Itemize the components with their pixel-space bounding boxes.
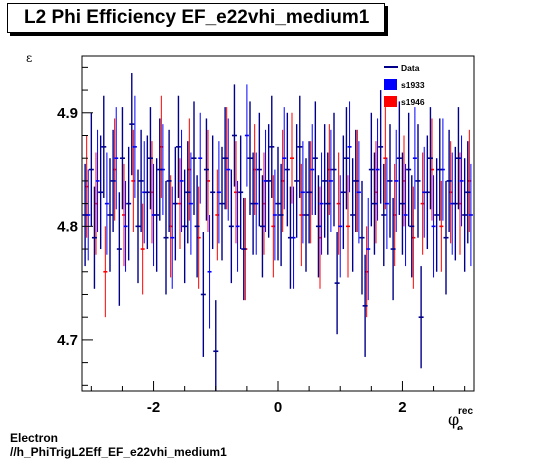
legend-swatch-s1946 — [384, 96, 397, 107]
series-data — [82, 73, 471, 391]
legend-label: s1933 — [401, 80, 425, 90]
chart-title: L2 Phi Efficiency EF_e22vhi_medium1 — [7, 3, 385, 33]
legend-label: Data — [401, 63, 420, 73]
x-tick-label: -2 — [147, 399, 160, 416]
legend: Data s1933 s1946 — [384, 63, 425, 107]
y-axis-label: ε — [26, 51, 32, 65]
series-s1933 — [86, 84, 473, 329]
x-tick-label: 0 — [274, 399, 282, 416]
legend-label: s1946 — [401, 97, 425, 107]
y-tick-label: 4.9 — [57, 105, 78, 122]
footer-label: Electron — [10, 431, 59, 445]
footer-path: //h_PhiTrigL2Eff_EF_e22vhi_medium1 — [10, 445, 227, 459]
y-tick-label: 4.7 — [57, 332, 78, 349]
series-layer — [82, 73, 473, 391]
legend-swatch-s1933 — [384, 79, 397, 90]
axis-layer: -2 0 2 4.7 4.8 4.9 — [57, 66, 466, 416]
y-tick-label: 4.8 — [57, 218, 78, 235]
x-axis-label: φ — [448, 410, 459, 429]
x-axis-label-superscript: rec — [458, 406, 473, 417]
x-axis-label-subscript: e — [457, 423, 463, 430]
plot-area: -2 0 2 4.7 4.8 4.9 Data s1933 s1946 ε φ e rec — [26, 51, 475, 430]
x-tick-label: 2 — [398, 399, 406, 416]
